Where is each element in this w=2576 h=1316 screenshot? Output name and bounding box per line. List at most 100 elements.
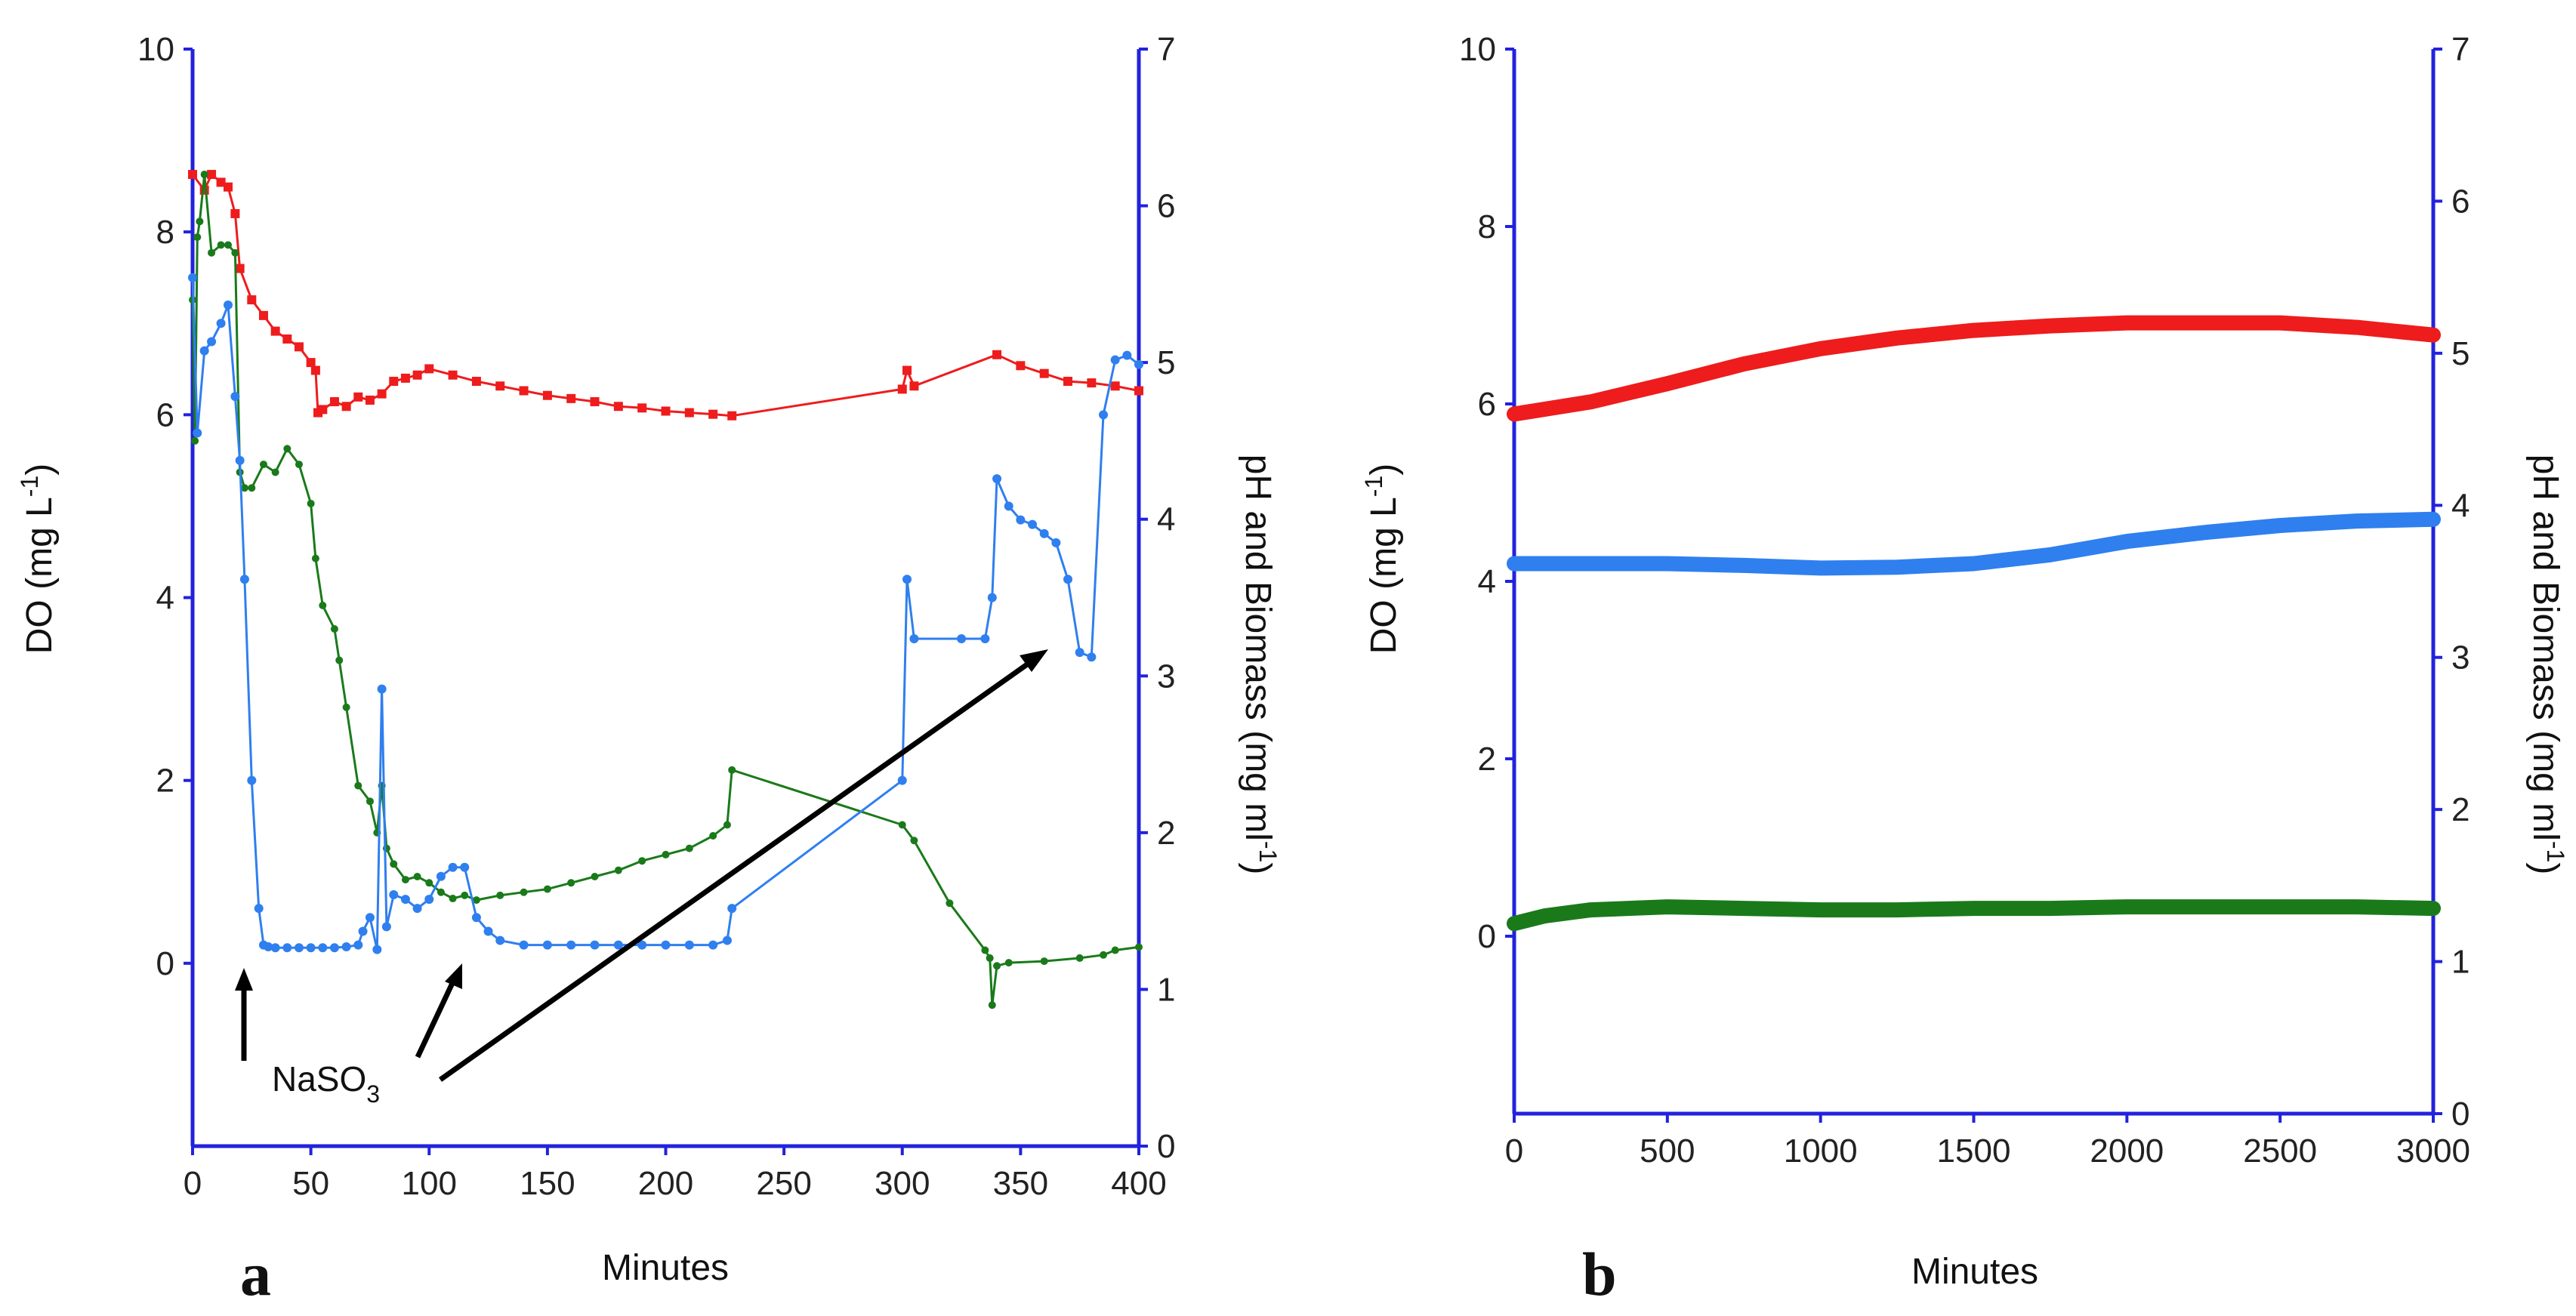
panel-a-xtick-label: 250 [756, 1165, 811, 1202]
panel-a-ph-point [247, 295, 257, 305]
panel-a-ph-point [230, 208, 240, 218]
panel-a-ph-point [424, 364, 434, 374]
panel-a-do-point [566, 940, 576, 950]
panel-a-ytick-label: 0 [156, 945, 174, 982]
panel-a-ph-point [188, 170, 197, 180]
panel-a-ph-point [542, 390, 552, 400]
panel-a-biomass-point [330, 625, 338, 633]
panel-a-do-point [216, 319, 226, 328]
panel-a-do-point [230, 392, 240, 402]
panel-b-letter: b [1582, 1240, 1617, 1308]
panel-a-do-point [400, 895, 410, 905]
arrow-3 [438, 662, 1029, 1082]
panel-a-biomass-point [240, 484, 248, 492]
panel-a-biomass-point [728, 766, 736, 774]
panel-a-xtick-label: 350 [993, 1165, 1048, 1202]
panel-a-xlabel: Minutes [602, 1248, 729, 1288]
panel-a-biomass-point [910, 837, 918, 845]
panel-a-ph-point [1039, 368, 1049, 378]
panel-b-xtick-label: 500 [1640, 1133, 1695, 1170]
panel-a-ytick-label: 10 [137, 31, 174, 68]
panel-b-biomass-line [1507, 899, 2441, 932]
panel-a-biomass-point [193, 233, 202, 242]
panel-a-ph-point [613, 402, 623, 411]
panel-a-do-point [358, 926, 368, 936]
panel-a-ph-point [353, 392, 363, 402]
panel-a-biomass-point [461, 891, 469, 899]
panel-b-y2tick-label: 2 [2451, 791, 2470, 828]
panel-a-y2tick-label: 3 [1157, 658, 1175, 695]
panel-a-ph-point [199, 185, 209, 195]
panel-a-biomass-point [614, 866, 622, 874]
panel-b-do-line [1507, 511, 2441, 576]
panel-a-biomass-point [988, 1001, 996, 1009]
panel-a-ph-point [471, 377, 481, 387]
panel-a-biomass-point [425, 879, 433, 887]
panel-a-letter: a [240, 1240, 271, 1308]
panel-a-do-point [270, 943, 280, 953]
panel-a-biomass-point [981, 946, 989, 954]
panel-a-ph-point [1134, 386, 1143, 396]
panel-a-biomass-point [248, 484, 256, 492]
panel-a-ph-point [637, 403, 647, 413]
panel-a-biomass-point [1111, 946, 1119, 954]
panel-a-do-point [542, 940, 552, 950]
panel-a-ph-point [661, 406, 671, 416]
panel-a-biomass-point [1040, 957, 1048, 966]
panel-a-ph-point [235, 264, 245, 273]
panel-a-biomass-point [342, 703, 350, 711]
panel-a-xtick-label: 200 [638, 1165, 693, 1202]
panel-a-do-point [448, 862, 458, 872]
panel-b: 0 500 1000 1500 2000 2500 3000024681001234567 … [1360, 31, 2569, 1308]
panel-a-xtick-label: 150 [520, 1165, 575, 1202]
panel-a-do-point [381, 922, 391, 932]
panel-a-ph-point [727, 411, 737, 421]
panel-a-do-point [239, 575, 249, 584]
panel-a-biomass-point [271, 468, 279, 476]
panel-b-y2tick-label: 1 [2451, 944, 2470, 981]
panel-b-ytick-label: 2 [1478, 741, 1496, 778]
panel-a-ph-point [306, 358, 316, 368]
panel-a-do-point [264, 942, 273, 952]
panel-a-do-point [1134, 359, 1143, 369]
panel-a-biomass-point [259, 461, 267, 469]
panel-a-biomass-point [567, 879, 575, 887]
panel-a-xtick-label: 100 [402, 1165, 457, 1202]
panel-b-y2label: pH and Biomass (mg ml-1) [2525, 455, 2569, 875]
panel-a-ph-point [519, 386, 529, 396]
panel-a-do-point [223, 300, 233, 310]
panel-a-do-point [460, 862, 470, 872]
panel-b-ph-line [1507, 315, 2441, 422]
panel-b-xtick-label: 0 [1505, 1133, 1523, 1170]
panel-a-ph-point [1063, 377, 1073, 387]
panel-a-do-point [1075, 648, 1084, 658]
panel-a-ytick-label: 8 [156, 214, 174, 251]
panel-a: 0 50 100 150 200 250 300 350 400024681001234567 … [16, 31, 1282, 1308]
arrow-1-head [235, 968, 253, 991]
panel-a-do-point [684, 940, 694, 950]
panel-a-y2tick-label: 2 [1157, 815, 1175, 852]
panel-a-y2tick-label: 6 [1157, 188, 1175, 225]
panel-b-ytick-label: 4 [1478, 563, 1496, 600]
panel-b-y2tick-label: 3 [2451, 640, 2470, 676]
panel-a-do-point [980, 633, 990, 643]
panel-a-do-point [483, 926, 493, 936]
panel-a-do-point [902, 575, 912, 584]
panel-a-do-point [254, 904, 264, 914]
panel-a-do-point [1063, 575, 1073, 584]
panel-a-ph-point [684, 408, 694, 418]
panel-a-do-point [199, 346, 209, 356]
panel-a-ph-point [708, 409, 718, 419]
panel-a-do-point [412, 904, 422, 914]
panel-a-y2tick-label: 5 [1157, 344, 1175, 381]
panel-a-do-point [1122, 350, 1132, 360]
panel-a-ph-point [310, 365, 320, 375]
panel-a-do-point [1110, 355, 1120, 365]
panel-a-do-point [519, 940, 529, 950]
panel-a-biomass-point [311, 554, 319, 562]
panel-b-ytick-label: 10 [1459, 31, 1496, 68]
panel-a-do-point [987, 593, 997, 603]
panel-a-do-point [235, 455, 245, 465]
panel-a-biomass-point [390, 860, 398, 868]
